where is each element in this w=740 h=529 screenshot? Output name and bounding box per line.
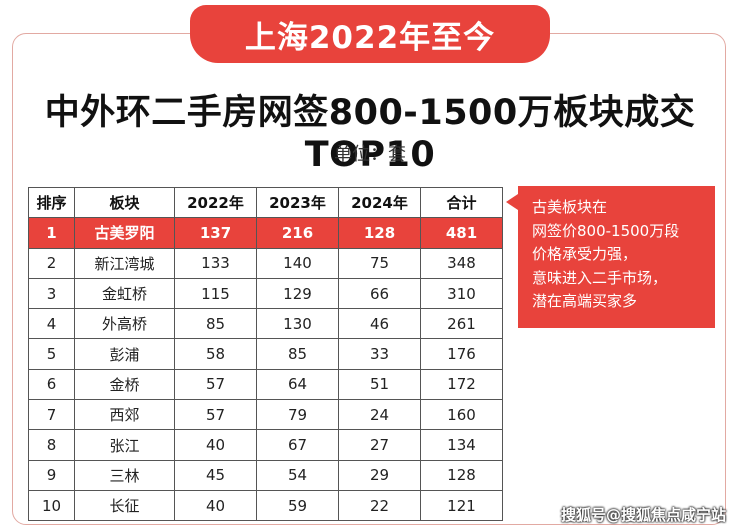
table-row: 2 新江湾城 133 140 75 348	[28, 247, 503, 279]
cell-sector: 三林	[74, 459, 175, 491]
cell-sector: 西郊	[74, 399, 175, 431]
cell-2022: 58	[174, 338, 257, 370]
cell-total: 348	[420, 247, 503, 279]
cell-2023: 59	[256, 489, 339, 522]
cell-rank: 8	[28, 429, 75, 461]
cell-2024: 27	[338, 429, 421, 461]
cell-total: 261	[420, 308, 503, 340]
cell-2024: 51	[338, 368, 421, 401]
cell-rank: 5	[28, 338, 75, 370]
cell-rank: 10	[28, 489, 75, 522]
table-row: 3 金虹桥 115 129 66 310	[28, 277, 503, 310]
cell-2024: 66	[338, 277, 421, 310]
header-total: 合计	[420, 186, 503, 219]
cell-total: 134	[420, 429, 503, 461]
cell-2022: 40	[174, 489, 257, 522]
callout-line: 意味进入二手市场，	[532, 268, 668, 287]
cell-total: 128	[420, 459, 503, 491]
table-header-row: 排序 板块 2022年 2023年 2024年 合计	[28, 186, 503, 219]
cell-2024: 22	[338, 489, 421, 522]
cell-2024: 24	[338, 399, 421, 431]
cell-2022: 57	[174, 399, 257, 431]
cell-2023: 140	[256, 247, 339, 279]
callout-line: 网签价800-1500万段	[532, 221, 680, 240]
table-row: 4 外高桥 85 130 46 261	[28, 308, 503, 340]
watermark: 搜狐号@搜狐焦点咸宁站	[560, 506, 726, 524]
cell-2024: 128	[338, 217, 421, 249]
cell-2024: 75	[338, 247, 421, 279]
header-2022: 2022年	[174, 186, 257, 219]
cell-2023: 79	[256, 399, 339, 431]
cell-sector: 金桥	[74, 368, 175, 401]
cell-sector: 古美罗阳	[74, 217, 175, 249]
cell-2022: 45	[174, 459, 257, 491]
table-row: 9 三林 45 54 29 128	[28, 459, 503, 491]
callout-note: 古美板块在 网签价800-1500万段 价格承受力强， 意味进入二手市场， 潜在…	[506, 186, 715, 328]
table-row: 8 张江 40 67 27 134	[28, 429, 503, 461]
cell-sector: 新江湾城	[74, 247, 175, 279]
cell-2024: 33	[338, 338, 421, 370]
cell-rank: 6	[28, 368, 75, 401]
cell-2022: 57	[174, 368, 257, 401]
cell-total: 310	[420, 277, 503, 310]
cell-rank: 1	[28, 217, 75, 249]
cell-2023: 67	[256, 429, 339, 461]
header-rank: 排序	[28, 186, 75, 219]
header-sector: 板块	[74, 186, 175, 219]
header-2023: 2023年	[256, 186, 339, 219]
cell-2022: 40	[174, 429, 257, 461]
cell-total: 121	[420, 489, 503, 522]
cell-rank: 2	[28, 247, 75, 279]
cell-rank: 7	[28, 399, 75, 431]
cell-2023: 130	[256, 308, 339, 340]
cell-sector: 长征	[74, 489, 175, 522]
cell-2023: 216	[256, 217, 339, 249]
cell-sector: 外高桥	[74, 308, 175, 340]
cell-rank: 9	[28, 459, 75, 491]
table-row: 7 西郊 57 79 24 160	[28, 399, 503, 431]
cell-2022: 137	[174, 217, 257, 249]
table-row: 5 彭浦 58 85 33 176	[28, 338, 503, 370]
cell-2023: 64	[256, 368, 339, 401]
callout-line: 价格承受力强，	[532, 245, 638, 263]
header-2024: 2024年	[338, 186, 421, 219]
table-row: 10 长征 40 59 22 121	[28, 489, 503, 522]
cell-total: 481	[420, 217, 503, 249]
cell-2022: 85	[174, 308, 257, 340]
cell-rank: 4	[28, 308, 75, 340]
cell-sector: 金虹桥	[74, 277, 175, 310]
header-banner: 上海2022年至今	[190, 5, 550, 63]
cell-total: 176	[420, 338, 503, 370]
cell-rank: 3	[28, 277, 75, 310]
cell-2024: 46	[338, 308, 421, 340]
page-title: 中外环二手房网签800-1500万板块成交TOP10	[44, 93, 696, 175]
cell-2023: 85	[256, 338, 339, 370]
cell-2024: 29	[338, 459, 421, 491]
unit-label: 单位：套	[334, 144, 406, 165]
cell-sector: 彭浦	[74, 338, 175, 370]
cell-2022: 115	[174, 277, 257, 310]
cell-2022: 133	[174, 247, 257, 279]
ranking-table: 排序 板块 2022年 2023年 2024年 合计 1 古美罗阳 137 216 12…	[28, 186, 503, 522]
cell-2023: 54	[256, 459, 339, 491]
callout-line: 古美板块在	[532, 198, 608, 216]
table-row: 1 古美罗阳 137 216 128 481	[28, 217, 503, 249]
cell-sector: 张江	[74, 429, 175, 461]
cell-total: 160	[420, 399, 503, 431]
cell-total: 172	[420, 368, 503, 401]
callout-line: 潜在高端买家多	[532, 292, 638, 310]
table-row: 6 金桥 57 64 51 172	[28, 368, 503, 401]
cell-2023: 129	[256, 277, 339, 310]
